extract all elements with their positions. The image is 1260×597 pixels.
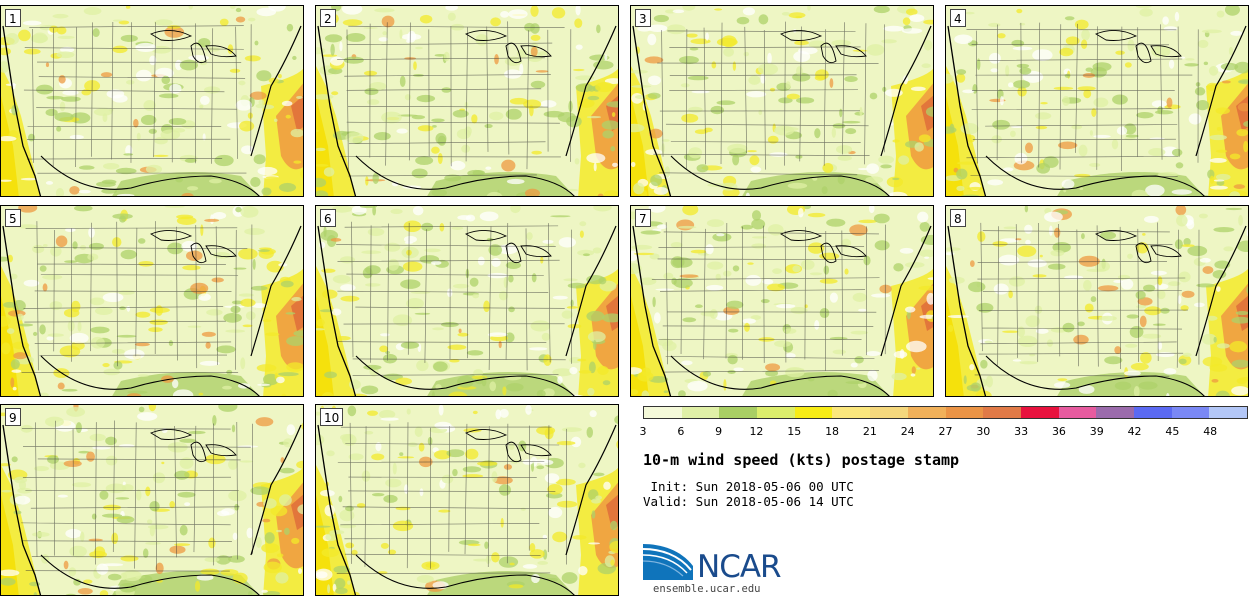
ensemble-panel: 10 — [315, 404, 619, 596]
colorbar-tick-label: 18 — [825, 425, 840, 438]
colorbar-tick-label: 36 — [1051, 425, 1066, 438]
colorbar-segment — [719, 407, 758, 418]
colorbar-segment — [681, 407, 720, 418]
wind-speed-map — [316, 6, 618, 196]
wind-speed-map — [1, 206, 303, 396]
ensemble-panel: 4 — [945, 5, 1249, 197]
ensemble-panel: 7 — [630, 205, 934, 397]
panel-label: 5 — [5, 209, 21, 227]
colorbar-segment — [907, 407, 946, 418]
colorbar-tick-label: 12 — [749, 425, 764, 438]
colorbar-segment — [945, 407, 984, 418]
wind-speed-map — [1, 405, 303, 595]
colorbar-segment — [983, 407, 1021, 418]
ensemble-panel: 1 — [0, 5, 304, 197]
panel-label: 7 — [635, 209, 651, 227]
colorbar-tick-label: 15 — [787, 425, 802, 438]
colorbar-tick-label: 9 — [715, 425, 723, 438]
colorbar-tick-label: 3 — [639, 425, 647, 438]
panel-label: 3 — [635, 9, 651, 27]
colorbar-segment — [1171, 407, 1210, 418]
valid-time: Valid: Sun 2018-05-06 14 UTC — [643, 494, 854, 509]
ensemble-panel: 6 — [315, 205, 619, 397]
wind-speed-map — [316, 206, 618, 396]
wind-speed-map — [631, 6, 933, 196]
colorbar-segment — [1209, 407, 1247, 418]
colorbar-tick-label: 42 — [1127, 425, 1142, 438]
ensemble-panel: 3 — [630, 5, 934, 197]
wind-speed-map — [1, 6, 303, 196]
colorbar-ticks: 3 6 9 12 15 18 21 24 27 30 33 36 39 42 45 48 — [639, 420, 1248, 440]
colorbar-segment — [1133, 407, 1172, 418]
panel-label: 9 — [5, 408, 21, 426]
panel-label: 4 — [950, 9, 966, 27]
panel-label: 8 — [950, 209, 966, 227]
colorbar-segment — [1096, 407, 1134, 418]
wind-speed-map — [946, 206, 1248, 396]
colorbar-segment — [757, 407, 795, 418]
colorbar-tick-label: 21 — [862, 425, 877, 438]
colorbar-tick-label: 39 — [1089, 425, 1104, 438]
ensemble-panel: 5 — [0, 205, 304, 397]
panel-label: 6 — [320, 209, 336, 227]
colorbar-segment — [644, 407, 682, 418]
wind-speed-map — [631, 206, 933, 396]
colorbar-tick-label: 45 — [1165, 425, 1180, 438]
init-time: Init: Sun 2018-05-06 00 UTC — [643, 479, 854, 494]
colorbar-segment — [1020, 407, 1059, 418]
colorbar-segment — [1058, 407, 1097, 418]
wind-speed-map — [316, 405, 618, 595]
colorbar-tick-label: 27 — [938, 425, 953, 438]
colorbar-tick-label: 48 — [1203, 425, 1218, 438]
ensemble-panel: 9 — [0, 404, 304, 596]
plot-title: 10-m wind speed (kts) postage stamp — [643, 451, 960, 469]
colorbar — [643, 406, 1248, 419]
wind-speed-map — [946, 6, 1248, 196]
ncar-logo-icon — [643, 544, 693, 580]
colorbar-segment — [870, 407, 908, 418]
panel-label: 1 — [5, 9, 21, 27]
colorbar-tick-label: 6 — [677, 425, 685, 438]
colorbar-tick-label: 30 — [976, 425, 991, 438]
colorbar-segment — [832, 407, 871, 418]
ncar-logo-text: NCAR — [697, 549, 782, 585]
ensemble-panel: 8 — [945, 205, 1249, 397]
panel-label: 2 — [320, 9, 336, 27]
colorbar-tick-label: 33 — [1014, 425, 1029, 438]
panel-label: 10 — [320, 408, 344, 426]
website-url[interactable]: ensemble.ucar.edu — [653, 583, 761, 595]
ensemble-panel: 2 — [315, 5, 619, 197]
colorbar-tick-label: 24 — [900, 425, 915, 438]
colorbar-segment — [794, 407, 833, 418]
